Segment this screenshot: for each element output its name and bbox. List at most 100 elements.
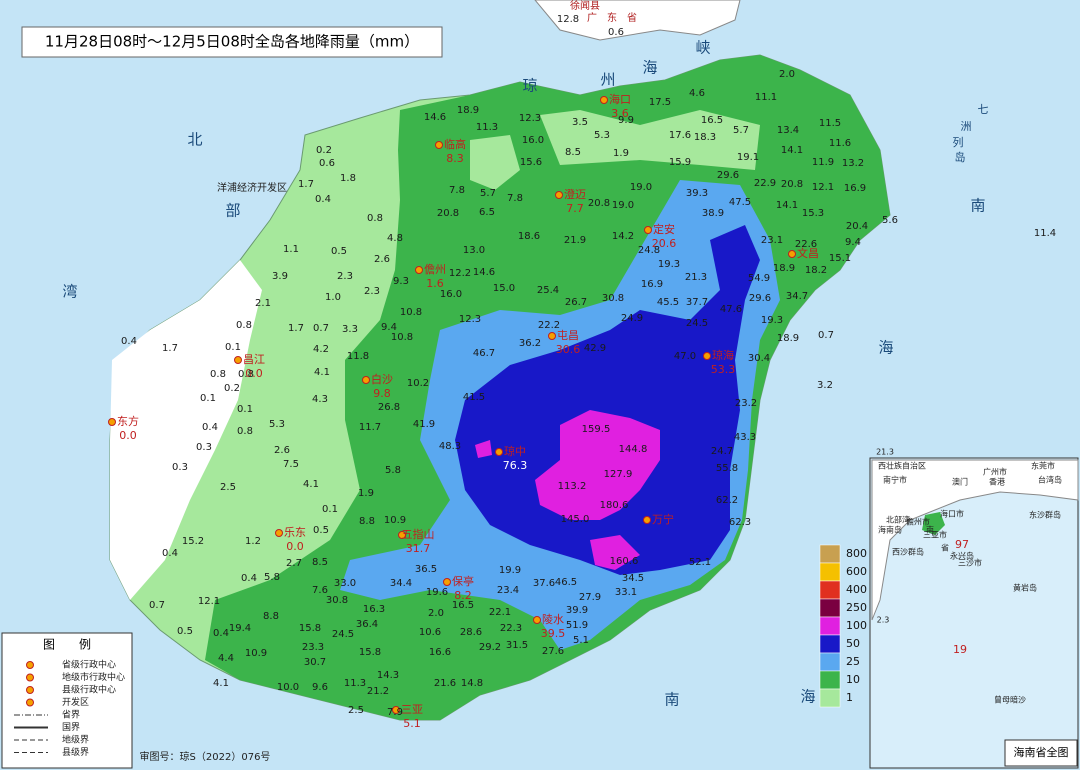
station-value: 0.1: [237, 404, 253, 415]
station-value: 7.5: [283, 459, 299, 470]
sea-label: 海: [878, 339, 893, 357]
station-value: 4.3: [312, 394, 328, 405]
station-value: 18.2: [805, 265, 827, 276]
city-value: 76.3: [503, 459, 528, 472]
city-name: 定安: [653, 222, 675, 236]
legend-item: 省级行政中心: [62, 659, 116, 671]
station-value: 62.3: [729, 517, 751, 528]
station-value: 54.9: [748, 273, 770, 284]
city-value: 8.2: [454, 589, 472, 602]
inset-label: 三亚市: [923, 530, 947, 540]
station-value: 5.8: [264, 572, 280, 583]
top-label: 广 东 省: [587, 11, 637, 24]
station-value: 36.2: [519, 338, 541, 349]
station-value: 4.1: [303, 479, 319, 490]
legend-symbol: [26, 686, 34, 694]
inset-label: 2.3: [877, 616, 890, 625]
station-value: 37.7: [686, 297, 708, 308]
station-value: 20.8: [437, 208, 459, 219]
station-value: 0.8: [237, 426, 253, 437]
city-marker: [703, 352, 711, 360]
station-value: 2.7: [286, 558, 302, 569]
city-value: 3.6: [611, 107, 629, 120]
station-value: 46.7: [473, 348, 495, 359]
station-value: 1.7: [288, 323, 304, 334]
station-value: 127.9: [604, 469, 633, 480]
station-value: 0.4: [162, 548, 178, 559]
station-value: 0.2: [224, 383, 240, 394]
city-name: 儋州: [424, 263, 446, 276]
station-value: 144.8: [619, 444, 648, 455]
city-marker: [362, 376, 370, 384]
station-value: 0.1: [322, 504, 338, 515]
sea-label: 北: [187, 131, 202, 149]
station-value: 29.6: [749, 293, 771, 304]
city-name: 昌江: [243, 353, 265, 366]
city-name: 三亚: [401, 703, 423, 716]
city-marker: [275, 529, 283, 537]
top-label: 12.8: [557, 14, 579, 25]
station-value: 4.2: [313, 344, 329, 355]
station-value: 2.3: [364, 286, 380, 297]
station-value: 29.2: [479, 642, 501, 653]
station-value: 21.3: [685, 272, 707, 283]
station-value: 42.9: [584, 343, 606, 354]
station-value: 14.6: [473, 267, 495, 278]
station-value: 30.7: [304, 657, 326, 668]
station-value: 46.5: [555, 577, 577, 588]
scale-swatch: [819, 634, 841, 654]
station-value: 2.3: [337, 271, 353, 282]
station-value: 48.3: [439, 441, 461, 452]
city-marker: [495, 448, 503, 456]
station-value: 15.2: [182, 536, 204, 547]
station-value: 27.6: [542, 646, 564, 657]
station-value: 0.5: [177, 626, 193, 637]
inset-label: 西壮族自治区: [878, 461, 926, 471]
legend-title: 图 例: [43, 638, 91, 652]
station-value: 0.3: [172, 462, 188, 473]
station-value: 10.9: [245, 648, 267, 659]
legend-item: 开发区: [62, 696, 89, 708]
inset-label: 南宁市: [883, 475, 907, 485]
city-value: 9.8: [373, 387, 391, 400]
city-value: 1.6: [426, 277, 444, 290]
sea-label: 七: [978, 103, 989, 116]
station-value: 11.4: [1034, 228, 1056, 239]
station-value: 3.2: [817, 380, 833, 391]
inset-title-box: [1004, 739, 1078, 767]
station-value: 39.9: [566, 605, 588, 616]
station-value: 0.1: [225, 342, 241, 353]
city-marker: [644, 226, 652, 234]
station-value: 23.1: [761, 235, 783, 246]
scale-swatch: [819, 688, 841, 708]
station-value: 10.6: [419, 627, 441, 638]
station-value: 41.5: [463, 392, 485, 403]
station-value: 47.6: [720, 304, 742, 315]
station-value: 12.3: [519, 113, 541, 124]
sea-label: 州: [600, 71, 615, 89]
station-value: 4.4: [218, 653, 234, 664]
station-value: 13.2: [842, 158, 864, 169]
station-value: 16.9: [641, 279, 663, 290]
station-value: 7.8: [507, 193, 523, 204]
station-value: 36.5: [415, 564, 437, 575]
legend-item: 地级界: [62, 734, 89, 746]
station-value: 9.4: [381, 322, 397, 333]
city-name: 屯昌: [557, 329, 579, 342]
legend-item: 国界: [62, 722, 80, 733]
station-value: 15.9: [669, 157, 691, 168]
station-value: 18.6: [518, 231, 540, 242]
city-marker: [398, 531, 406, 539]
city-marker: [600, 96, 608, 104]
station-value: 1.7: [298, 179, 314, 190]
station-value: 4.1: [213, 678, 229, 689]
station-value: 19.3: [658, 259, 680, 270]
station-value: 11.5: [819, 118, 841, 129]
station-value: 0.4: [213, 628, 229, 639]
legend-item: 地级市行政中心: [62, 671, 125, 683]
legend-item: 省界: [62, 709, 80, 721]
station-value: 20.8: [588, 198, 610, 209]
station-value: 45.5: [657, 297, 679, 308]
scale-swatch: [819, 580, 841, 600]
sea-label: 峡: [695, 39, 710, 57]
